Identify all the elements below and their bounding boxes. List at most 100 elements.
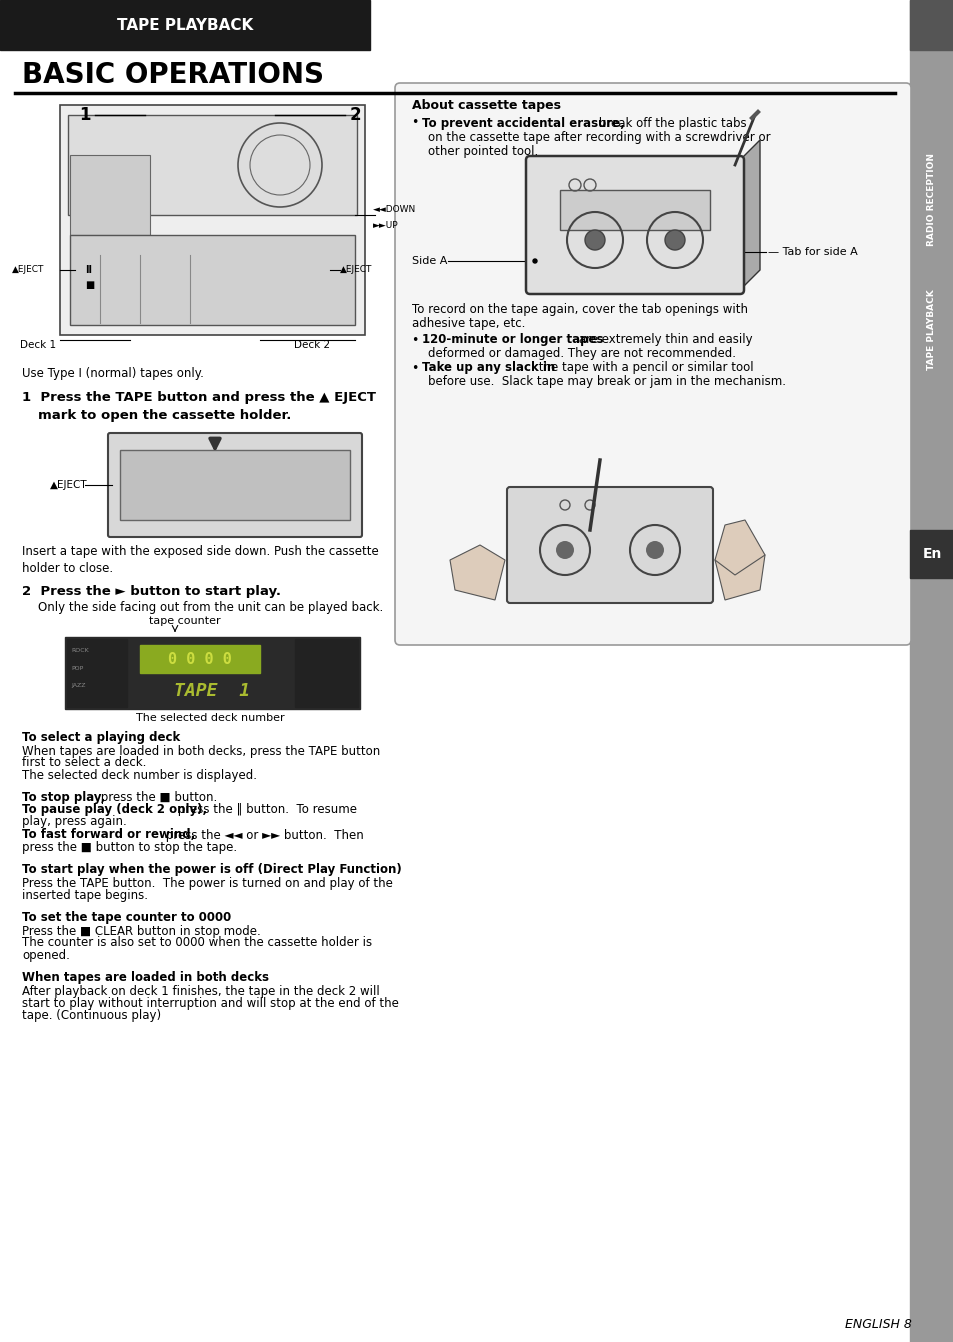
Text: are extremely thin and easily: are extremely thin and easily <box>575 334 752 346</box>
Text: When tapes are loaded in both decks, press the TAPE button: When tapes are loaded in both decks, pre… <box>22 745 380 757</box>
Bar <box>68 115 356 215</box>
Text: To stop play,: To stop play, <box>22 790 105 804</box>
Text: ENGLISH 8: ENGLISH 8 <box>844 1318 911 1330</box>
Text: start to play without interruption and will stop at the end of the: start to play without interruption and w… <box>22 997 398 1009</box>
Text: TAPE PLAYBACK: TAPE PLAYBACK <box>926 290 936 370</box>
Text: on the cassette tape after recording with a screwdriver or: on the cassette tape after recording wit… <box>428 130 770 144</box>
Text: press the ◄◄ or ►► button.  Then: press the ◄◄ or ►► button. Then <box>162 828 363 841</box>
Text: ◄◄DOWN: ◄◄DOWN <box>373 205 416 215</box>
Text: The counter is also set to 0000 when the cassette holder is: The counter is also set to 0000 when the… <box>22 937 372 950</box>
Text: inserted tape begins.: inserted tape begins. <box>22 888 148 902</box>
Text: 0 0 0 0: 0 0 0 0 <box>168 651 232 667</box>
Text: play, press again.: play, press again. <box>22 816 127 828</box>
Bar <box>909 0 953 50</box>
FancyBboxPatch shape <box>108 433 361 537</box>
Circle shape <box>584 229 604 250</box>
Text: When tapes are loaded in both decks: When tapes are loaded in both decks <box>22 972 269 985</box>
Bar <box>70 154 150 235</box>
Text: 2  Press the ► button to start play.: 2 Press the ► button to start play. <box>22 585 281 597</box>
Text: press the ■ button to stop the tape.: press the ■ button to stop the tape. <box>22 840 237 854</box>
Text: To prevent accidental erasure,: To prevent accidental erasure, <box>421 117 624 129</box>
Text: II: II <box>85 264 91 275</box>
Text: 1  Press the TAPE button and press the ▲ EJECT: 1 Press the TAPE button and press the ▲ … <box>22 392 375 404</box>
FancyBboxPatch shape <box>506 487 712 603</box>
Text: To pause play (deck 2 only),: To pause play (deck 2 only), <box>22 804 207 816</box>
Bar <box>0 0 370 50</box>
Text: To set the tape counter to 0000: To set the tape counter to 0000 <box>22 911 231 925</box>
Text: mark to open the cassette holder.: mark to open the cassette holder. <box>38 409 291 423</box>
Text: — Tab for side A: — Tab for side A <box>767 247 857 258</box>
Text: before use.  Slack tape may break or jam in the mechanism.: before use. Slack tape may break or jam … <box>428 376 785 388</box>
Text: press the ■ button.: press the ■ button. <box>97 790 217 804</box>
Circle shape <box>664 229 684 250</box>
Text: tape counter: tape counter <box>149 616 220 625</box>
Circle shape <box>556 541 574 560</box>
Text: TAPE PLAYBACK: TAPE PLAYBACK <box>117 17 253 32</box>
Text: Take up any slack in: Take up any slack in <box>421 361 555 374</box>
Text: ·: · <box>212 972 219 985</box>
Text: ▲EJECT: ▲EJECT <box>12 266 45 275</box>
Text: press the ‖ button.  To resume: press the ‖ button. To resume <box>173 804 356 816</box>
Text: En: En <box>922 548 941 561</box>
Text: ▲EJECT: ▲EJECT <box>339 266 372 275</box>
Text: adhesive tape, etc.: adhesive tape, etc. <box>412 318 525 330</box>
Text: •: • <box>412 361 423 374</box>
Text: Press the TAPE button.  The power is turned on and play of the: Press the TAPE button. The power is turn… <box>22 876 393 890</box>
Text: JAZZ: JAZZ <box>71 683 86 687</box>
Text: To start play when the power is off (Direct Play Function): To start play when the power is off (Dir… <box>22 863 401 876</box>
Text: ■: ■ <box>85 280 94 290</box>
Text: Side A: Side A <box>412 256 447 266</box>
Text: To fast forward or rewind,: To fast forward or rewind, <box>22 828 195 841</box>
Polygon shape <box>450 545 504 600</box>
Text: TAPE  1: TAPE 1 <box>174 682 251 701</box>
Text: ▲EJECT: ▲EJECT <box>50 480 88 490</box>
Text: •: • <box>412 334 423 346</box>
Bar <box>70 235 355 325</box>
Text: opened.: opened. <box>22 949 70 961</box>
Circle shape <box>645 541 663 560</box>
Text: 120-minute or longer tapes: 120-minute or longer tapes <box>421 334 603 346</box>
Bar <box>120 450 350 519</box>
Text: POP: POP <box>71 666 83 671</box>
Text: tape. (Continuous play): tape. (Continuous play) <box>22 1008 161 1021</box>
Text: holder to close.: holder to close. <box>22 561 113 574</box>
Circle shape <box>533 259 537 263</box>
Text: Deck 2: Deck 2 <box>294 340 330 350</box>
Text: ROCK: ROCK <box>71 648 89 654</box>
Text: Only the side facing out from the unit can be played back.: Only the side facing out from the unit c… <box>38 600 383 613</box>
Text: other pointed tool.: other pointed tool. <box>428 145 537 157</box>
Text: BASIC OPERATIONS: BASIC OPERATIONS <box>22 60 324 89</box>
Text: The selected deck number is displayed.: The selected deck number is displayed. <box>22 769 256 781</box>
Text: Press the ■ CLEAR button in stop mode.: Press the ■ CLEAR button in stop mode. <box>22 925 260 938</box>
Text: deformed or damaged. They are not recommended.: deformed or damaged. They are not recomm… <box>428 348 735 361</box>
Polygon shape <box>740 140 760 290</box>
Bar <box>65 637 359 709</box>
Polygon shape <box>714 519 764 574</box>
Bar <box>60 105 365 336</box>
Bar <box>67 639 127 707</box>
Text: break off the plastic tabs: break off the plastic tabs <box>595 117 746 129</box>
Text: ►►UP: ►►UP <box>373 220 398 229</box>
Text: 1: 1 <box>79 106 91 123</box>
Text: first to select a deck.: first to select a deck. <box>22 757 146 769</box>
Polygon shape <box>714 539 764 600</box>
Bar <box>909 530 953 578</box>
Text: Deck 1: Deck 1 <box>20 340 56 350</box>
Text: •: • <box>412 117 423 129</box>
Text: RADIO RECEPTION: RADIO RECEPTION <box>926 153 936 247</box>
Text: To record on the tape again, cover the tab openings with: To record on the tape again, cover the t… <box>412 303 747 317</box>
FancyBboxPatch shape <box>525 156 743 294</box>
FancyBboxPatch shape <box>395 83 910 646</box>
Text: The selected deck number: The selected deck number <box>135 713 284 723</box>
Bar <box>294 639 357 707</box>
Text: Use Type I (normal) tapes only.: Use Type I (normal) tapes only. <box>22 366 204 380</box>
Bar <box>559 191 709 229</box>
Text: Insert a tape with the exposed side down. Push the cassette: Insert a tape with the exposed side down… <box>22 545 378 558</box>
Bar <box>140 646 260 672</box>
Text: After playback on deck 1 finishes, the tape in the deck 2 will: After playback on deck 1 finishes, the t… <box>22 985 379 997</box>
Text: To select a playing deck: To select a playing deck <box>22 730 180 743</box>
Text: the tape with a pencil or similar tool: the tape with a pencil or similar tool <box>535 361 753 374</box>
Text: 2: 2 <box>349 106 360 123</box>
Bar <box>909 0 953 1342</box>
Text: About cassette tapes: About cassette tapes <box>412 99 560 113</box>
